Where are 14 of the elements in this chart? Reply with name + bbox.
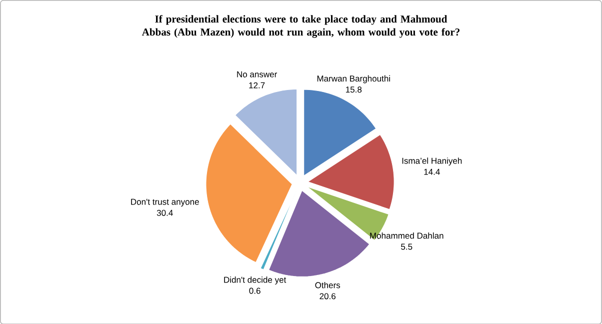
slice-label: Marwan Barghouthi [317, 75, 390, 84]
data-label: 12.7 [249, 82, 265, 88]
data-label: 0.6 [249, 288, 260, 294]
slice-label: Didn't decide yet [224, 276, 286, 284]
slice-label: Isma’el Haniyeh [402, 157, 462, 166]
data-label: 15.8 [346, 86, 362, 92]
data-label: 5.5 [401, 244, 412, 250]
slice-label: Others [315, 282, 340, 288]
chart-title: If presidential elections were to take place today and Mahmoud Abbas (Abu Mazen) would not run again, whom would you vote for? [142, 14, 460, 38]
data-label: 14.4 [424, 168, 440, 175]
slice-label: No answer [237, 71, 278, 78]
data-label: 20.6 [320, 292, 336, 300]
slice-label: Don't trust anyone [131, 198, 199, 206]
data-label: 30.4 [156, 210, 173, 216]
